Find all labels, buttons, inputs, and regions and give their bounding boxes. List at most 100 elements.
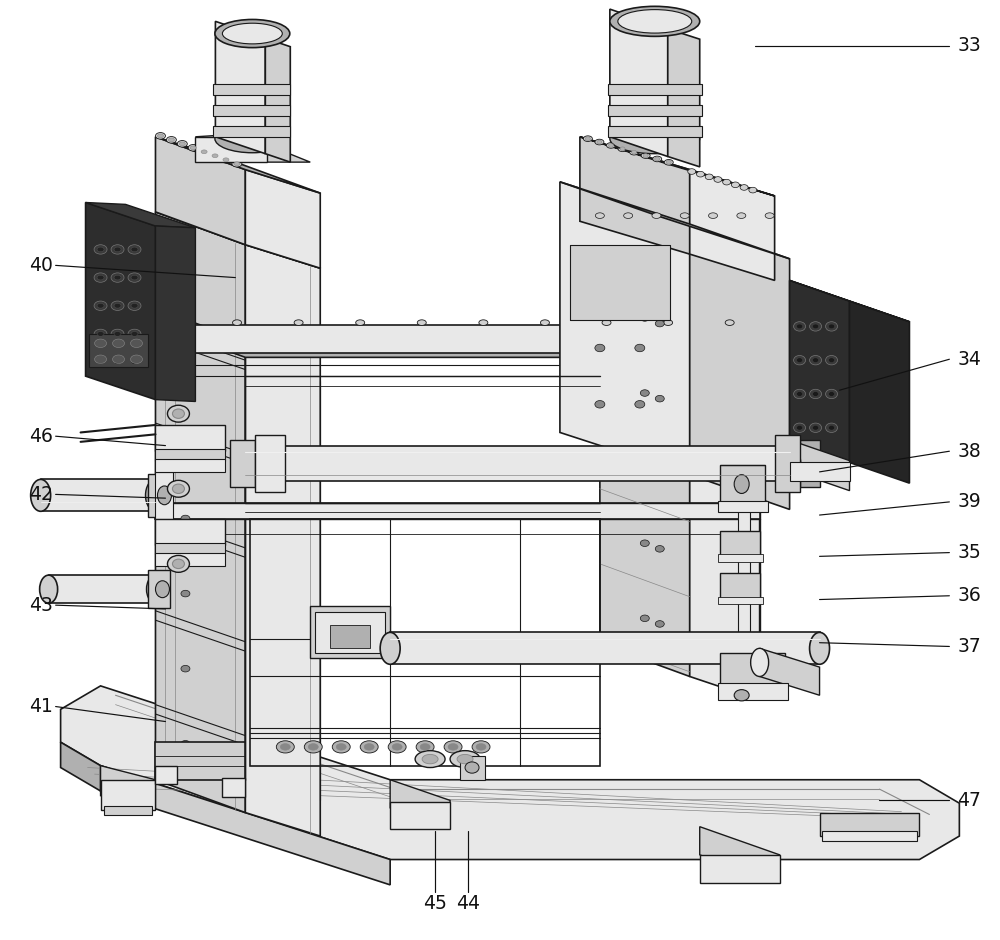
Bar <box>101 780 155 809</box>
Ellipse shape <box>222 24 282 44</box>
Text: 37: 37 <box>957 637 981 656</box>
Bar <box>213 105 290 117</box>
Ellipse shape <box>111 329 124 338</box>
Ellipse shape <box>640 315 649 321</box>
Bar <box>700 854 780 883</box>
Ellipse shape <box>422 755 438 764</box>
Ellipse shape <box>276 741 294 753</box>
Ellipse shape <box>630 149 639 155</box>
Ellipse shape <box>479 320 488 325</box>
Ellipse shape <box>641 152 650 158</box>
Bar <box>310 606 390 658</box>
Ellipse shape <box>794 321 806 331</box>
Ellipse shape <box>606 143 615 149</box>
Text: 45: 45 <box>423 894 447 913</box>
Ellipse shape <box>595 212 604 218</box>
Polygon shape <box>86 202 155 400</box>
Polygon shape <box>155 308 760 357</box>
Ellipse shape <box>829 324 835 329</box>
Polygon shape <box>850 301 909 483</box>
Bar <box>718 597 763 604</box>
Ellipse shape <box>826 423 838 432</box>
Ellipse shape <box>131 304 138 308</box>
Bar <box>155 743 245 780</box>
Ellipse shape <box>595 400 605 408</box>
Ellipse shape <box>221 156 231 163</box>
Ellipse shape <box>215 20 290 48</box>
Ellipse shape <box>813 358 819 363</box>
Bar <box>718 555 763 562</box>
Ellipse shape <box>155 133 165 139</box>
Ellipse shape <box>640 390 649 397</box>
Bar <box>155 425 225 451</box>
Ellipse shape <box>212 154 218 158</box>
Ellipse shape <box>128 329 141 338</box>
Polygon shape <box>86 202 195 227</box>
Ellipse shape <box>664 320 673 325</box>
Polygon shape <box>580 137 690 254</box>
Ellipse shape <box>705 174 713 180</box>
Polygon shape <box>101 766 390 885</box>
Polygon shape <box>155 212 320 268</box>
Ellipse shape <box>829 358 835 363</box>
Ellipse shape <box>171 320 180 325</box>
Ellipse shape <box>114 360 121 365</box>
Polygon shape <box>155 324 760 352</box>
Polygon shape <box>600 221 690 677</box>
Ellipse shape <box>128 357 141 367</box>
Bar <box>213 126 290 137</box>
Ellipse shape <box>364 744 374 750</box>
Ellipse shape <box>652 212 661 218</box>
Ellipse shape <box>465 762 479 774</box>
Ellipse shape <box>635 344 645 352</box>
Ellipse shape <box>794 389 806 399</box>
Ellipse shape <box>181 515 190 522</box>
Ellipse shape <box>709 212 718 218</box>
Ellipse shape <box>810 633 830 665</box>
Ellipse shape <box>749 187 757 193</box>
Polygon shape <box>245 169 320 268</box>
Ellipse shape <box>797 426 803 431</box>
Ellipse shape <box>696 171 704 177</box>
Ellipse shape <box>618 146 627 151</box>
Ellipse shape <box>585 137 590 141</box>
Bar <box>570 244 670 320</box>
Ellipse shape <box>167 405 189 422</box>
Ellipse shape <box>223 158 229 162</box>
Polygon shape <box>690 169 775 280</box>
Ellipse shape <box>731 182 739 188</box>
Bar <box>790 462 850 481</box>
Bar <box>820 812 919 836</box>
Polygon shape <box>265 39 290 162</box>
Ellipse shape <box>131 247 138 252</box>
Bar <box>148 474 170 517</box>
Ellipse shape <box>131 339 142 348</box>
Ellipse shape <box>813 426 819 431</box>
Bar <box>155 449 225 461</box>
Ellipse shape <box>181 666 190 672</box>
Ellipse shape <box>632 150 637 154</box>
Ellipse shape <box>336 744 346 750</box>
Bar <box>330 625 370 649</box>
Bar <box>213 85 290 96</box>
Bar <box>155 459 225 472</box>
Ellipse shape <box>95 355 107 364</box>
Polygon shape <box>101 766 155 809</box>
Ellipse shape <box>392 744 402 750</box>
Ellipse shape <box>618 9 692 33</box>
Text: 47: 47 <box>957 791 981 810</box>
Ellipse shape <box>166 136 176 143</box>
Bar <box>738 461 750 649</box>
Ellipse shape <box>420 744 430 750</box>
Polygon shape <box>560 181 690 475</box>
Bar <box>104 806 152 815</box>
Bar <box>822 831 917 840</box>
Bar <box>222 778 245 796</box>
Ellipse shape <box>829 426 835 431</box>
Polygon shape <box>790 280 909 321</box>
Ellipse shape <box>168 138 174 142</box>
Ellipse shape <box>172 409 184 418</box>
Ellipse shape <box>653 156 662 162</box>
Polygon shape <box>700 826 780 883</box>
Ellipse shape <box>595 344 605 352</box>
